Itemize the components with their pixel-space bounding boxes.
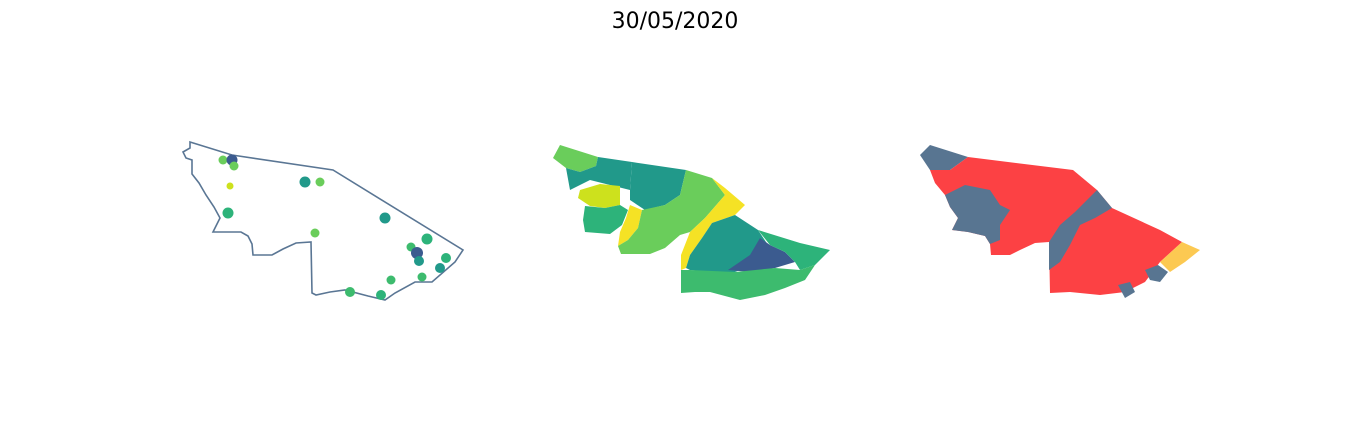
point-marker <box>421 233 433 245</box>
region-west-slate <box>945 185 1010 244</box>
point-marker <box>414 256 424 266</box>
point-marker <box>386 275 396 285</box>
point-marker <box>226 182 234 190</box>
figure-title: 30/05/2020 <box>612 9 739 34</box>
point-marker <box>218 155 228 165</box>
point-marker <box>411 247 423 259</box>
point-marker <box>229 161 239 171</box>
point-marker <box>315 177 325 187</box>
region-northwest-slate <box>920 145 968 170</box>
map-panel-choropleth-categorical <box>920 145 1200 298</box>
region-east-amber <box>1160 242 1200 272</box>
point-marker <box>441 253 451 263</box>
point-marker <box>376 290 386 300</box>
map-panel-points <box>181 140 465 301</box>
point-marker <box>435 263 445 273</box>
region-east-dark <box>728 238 795 272</box>
region-central-yellow <box>618 205 642 246</box>
point-marker <box>417 272 427 282</box>
region-west-green <box>583 205 628 234</box>
map-panel-choropleth-viridis <box>553 145 830 300</box>
region-west-tip <box>553 145 598 172</box>
point-marker <box>299 176 311 188</box>
region-south-slate <box>1118 282 1135 298</box>
region-central-slate <box>1049 190 1112 270</box>
region-south-green <box>681 265 815 300</box>
point-markers <box>218 154 451 300</box>
region-northeast-yellow <box>681 178 745 270</box>
region-main-red <box>930 157 1182 295</box>
region-northwest-lime <box>578 184 620 208</box>
region-central-green <box>618 170 725 254</box>
point-marker <box>345 287 355 297</box>
state-outline <box>181 140 465 301</box>
region-far-east-green <box>758 230 830 270</box>
point-marker <box>379 212 391 224</box>
point-marker <box>222 207 234 219</box>
point-marker <box>310 228 320 238</box>
region-central-teal <box>630 162 686 210</box>
region-west-teal <box>566 157 632 190</box>
region-east-slate <box>1145 265 1168 282</box>
